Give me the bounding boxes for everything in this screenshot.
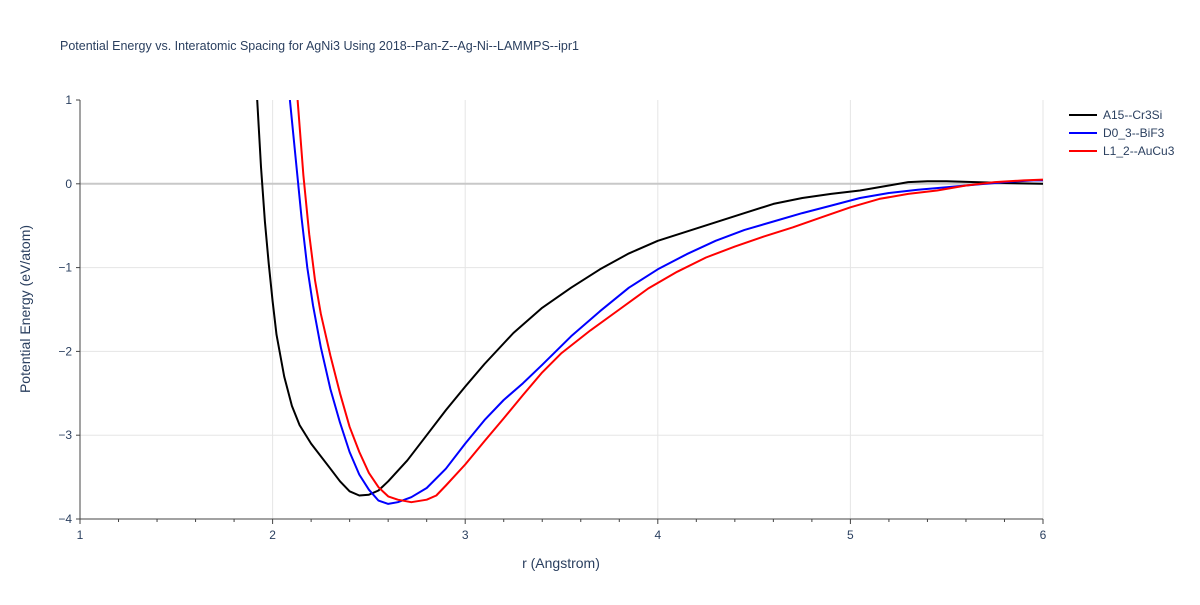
y-tick-label: 0 xyxy=(65,177,72,191)
x-axis-title: r (Angstrom) xyxy=(522,555,600,571)
x-tick-label: 2 xyxy=(269,528,276,542)
y-axis-title: Potential Energy (eV/atom) xyxy=(17,225,33,393)
y-tick-label: −1 xyxy=(58,261,72,275)
series-line-A15--Cr3Si[interactable] xyxy=(256,100,1043,497)
y-tick-label: 1 xyxy=(65,93,72,107)
legend-label: L1_2--AuCu3 xyxy=(1103,144,1175,158)
grid xyxy=(80,100,1044,519)
x-tick-label: 3 xyxy=(462,528,469,542)
legend-item[interactable]: D0_3--BiF3 xyxy=(1069,126,1165,140)
legend-item[interactable]: L1_2--AuCu3 xyxy=(1069,144,1175,158)
plot-area[interactable] xyxy=(256,100,1043,505)
x-tick-label: 5 xyxy=(847,528,854,542)
legend[interactable]: A15--Cr3Si D0_3--BiF3 L1_2--AuCu3 xyxy=(1069,108,1175,158)
y-tick-label: −4 xyxy=(58,512,72,526)
axes: 1 2 3 4 5 6 1 0 −1 −2 −3 −4 xyxy=(58,93,1046,542)
legend-label: D0_3--BiF3 xyxy=(1103,126,1165,140)
legend-label: A15--Cr3Si xyxy=(1103,108,1162,122)
x-tick-label: 1 xyxy=(77,528,84,542)
y-tick-label: −3 xyxy=(58,428,72,442)
y-tick-label: −2 xyxy=(58,344,72,358)
x-tick-label: 6 xyxy=(1040,528,1047,542)
x-tick-label: 4 xyxy=(654,528,661,542)
series-line-L1_2--AuCu3[interactable] xyxy=(296,100,1043,504)
legend-item[interactable]: A15--Cr3Si xyxy=(1069,108,1162,122)
series-line-D0_3--BiF3[interactable] xyxy=(288,100,1043,505)
chart-title: Potential Energy vs. Interatomic Spacing… xyxy=(60,39,579,53)
